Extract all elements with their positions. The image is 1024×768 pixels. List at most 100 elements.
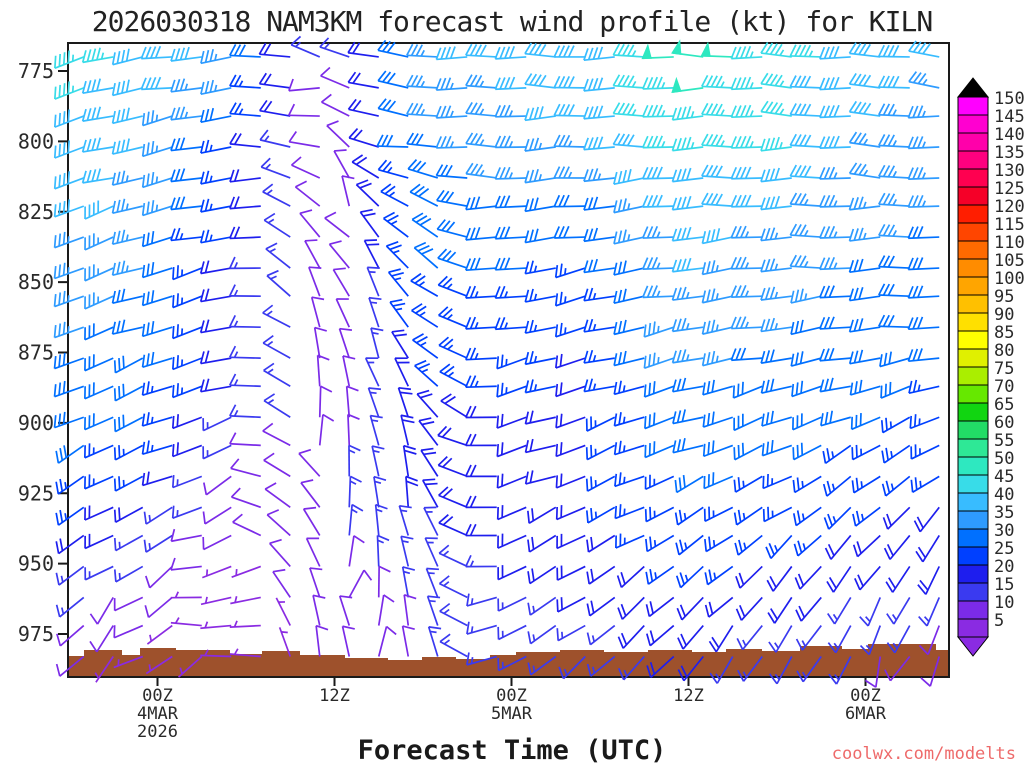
colorbar-label: 110 xyxy=(994,233,1024,253)
wind-barb xyxy=(113,475,144,492)
barb-half-5kt xyxy=(917,384,921,392)
barb-full-10kt xyxy=(790,290,795,304)
barb-full-10kt xyxy=(613,353,618,366)
barb-full-10kt xyxy=(228,226,236,239)
wind-barb xyxy=(789,75,822,89)
barb-full-10kt xyxy=(622,133,630,146)
barb-full-10kt xyxy=(646,226,654,239)
barb-full-10kt xyxy=(121,80,126,94)
barb-half-5kt xyxy=(281,631,288,634)
barb-full-10kt xyxy=(707,412,711,426)
barb-full-10kt xyxy=(174,48,181,61)
barb-full-10kt xyxy=(641,195,649,208)
barb-full-10kt xyxy=(320,385,333,393)
barb-full-10kt xyxy=(309,567,323,571)
barb-full-10kt xyxy=(533,197,539,210)
barb-full-10kt xyxy=(469,74,478,87)
wind-barb xyxy=(789,44,822,58)
barb-full-10kt xyxy=(823,285,831,298)
barb-full-10kt xyxy=(527,539,531,553)
barb-full-10kt xyxy=(800,380,804,394)
wind-barb xyxy=(229,74,261,89)
wind-barb xyxy=(789,103,822,117)
barb-half-5kt xyxy=(538,142,543,150)
barb-full-10kt xyxy=(739,604,746,618)
wind-barb xyxy=(878,192,910,207)
wind-barb xyxy=(316,354,330,387)
barb-full-10kt xyxy=(533,228,539,242)
barb-half-5kt xyxy=(892,109,897,116)
wind-barb xyxy=(918,597,941,627)
barb-full-10kt xyxy=(113,538,117,551)
barb-full-10kt xyxy=(800,442,804,456)
wind-barb xyxy=(494,257,527,271)
y-tick-label: 875 xyxy=(18,341,54,365)
barb-full-10kt xyxy=(474,44,483,57)
wind-barb xyxy=(553,166,586,179)
wind-barb xyxy=(406,74,438,89)
barb-full-10kt xyxy=(912,285,919,298)
barb-full-10kt xyxy=(774,74,783,87)
barb-full-10kt xyxy=(795,382,799,395)
wind-barb xyxy=(583,136,615,151)
barb-full-10kt xyxy=(363,569,373,581)
barb-full-10kt xyxy=(416,161,427,173)
barb-full-10kt xyxy=(912,257,919,270)
colorbar-label: 55 xyxy=(994,431,1014,451)
barb-full-10kt xyxy=(857,574,864,587)
barb-full-10kt xyxy=(765,379,770,393)
barb-full-10kt xyxy=(229,169,235,183)
barb-full-10kt xyxy=(524,199,530,212)
wind-barb xyxy=(113,506,144,523)
barb-full-10kt xyxy=(524,170,530,183)
barb-full-10kt xyxy=(858,163,867,176)
barb-full-10kt xyxy=(264,482,277,490)
wind-barb xyxy=(555,413,586,429)
barb-full-10kt xyxy=(172,266,175,280)
barb-full-10kt xyxy=(141,264,146,278)
barb-full-10kt xyxy=(887,103,895,116)
wind-barb xyxy=(736,625,763,651)
barb-full-10kt xyxy=(706,381,711,394)
barb-full-10kt xyxy=(881,450,886,464)
barb-full-10kt xyxy=(118,445,121,458)
barb-full-10kt xyxy=(583,379,589,392)
barb-full-10kt xyxy=(848,351,854,364)
barb-full-10kt xyxy=(858,318,864,331)
barb-full-10kt xyxy=(151,140,155,154)
wind-barb xyxy=(796,656,822,683)
barb-full-10kt xyxy=(858,102,867,114)
barb-full-10kt xyxy=(613,171,618,185)
barb-full-10kt xyxy=(819,46,826,60)
barb-full-10kt xyxy=(524,471,529,485)
barb-half-5kt xyxy=(394,277,402,281)
barb-full-10kt xyxy=(848,73,857,85)
barb-half-5kt xyxy=(209,203,213,211)
wind-barb xyxy=(84,565,114,581)
barb-full-10kt xyxy=(352,72,361,84)
wind-barb xyxy=(671,226,704,242)
barb-half-5kt xyxy=(713,572,717,580)
barb-full-10kt xyxy=(415,44,423,57)
barb-half-5kt xyxy=(470,598,474,605)
barb-full-10kt xyxy=(803,134,812,147)
barb-full-10kt xyxy=(176,265,179,278)
barb-full-10kt xyxy=(474,196,481,209)
barb-full-10kt xyxy=(643,324,647,338)
barb-full-10kt xyxy=(818,195,826,208)
barb-full-10kt xyxy=(59,538,64,551)
barb-full-10kt xyxy=(586,632,592,645)
barb-half-5kt xyxy=(684,542,688,550)
wind-barb xyxy=(733,442,763,461)
barb-full-10kt xyxy=(555,443,559,457)
wind-barb xyxy=(294,180,321,207)
wind-barb xyxy=(760,317,792,333)
barb-half-5kt xyxy=(654,572,658,579)
wind-barb xyxy=(553,225,586,239)
wind-barb xyxy=(411,212,439,238)
barb-full-10kt xyxy=(441,220,451,231)
barb-full-10kt xyxy=(681,377,687,391)
wind-barb xyxy=(524,410,556,425)
barb-full-10kt xyxy=(420,393,433,399)
wind-barb xyxy=(146,624,173,645)
